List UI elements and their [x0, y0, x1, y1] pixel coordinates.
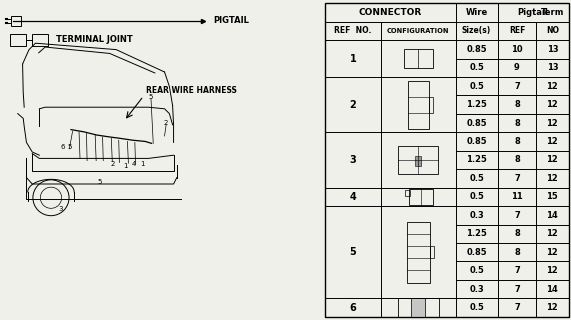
Text: 12: 12 — [546, 82, 558, 91]
Text: 0.85: 0.85 — [467, 248, 487, 257]
Bar — [10, 34, 26, 46]
Text: 7: 7 — [514, 211, 520, 220]
Text: 0.3: 0.3 — [469, 284, 484, 294]
Text: 0.85: 0.85 — [467, 45, 487, 54]
Text: 12: 12 — [546, 266, 558, 275]
Text: PIGTAIL: PIGTAIL — [213, 16, 249, 25]
Text: 6: 6 — [61, 144, 65, 150]
Text: Pigtail: Pigtail — [518, 8, 549, 17]
Text: 4: 4 — [349, 192, 356, 202]
Text: 14: 14 — [546, 284, 558, 294]
Bar — [409, 188, 433, 205]
Text: 8: 8 — [514, 100, 520, 109]
Text: TERMINAL JOINT: TERMINAL JOINT — [57, 36, 133, 44]
Text: Wire: Wire — [465, 8, 488, 17]
Text: 7: 7 — [514, 174, 520, 183]
Text: 1.25: 1.25 — [466, 100, 487, 109]
Text: 3: 3 — [349, 155, 356, 165]
Text: 0.5: 0.5 — [469, 63, 484, 72]
Text: 0.5: 0.5 — [469, 174, 484, 183]
Bar — [415, 156, 421, 166]
Text: Size(s): Size(s) — [462, 26, 491, 36]
Bar — [405, 190, 410, 196]
Bar — [408, 81, 429, 129]
Text: 12: 12 — [546, 119, 558, 128]
Bar — [412, 298, 425, 317]
Bar — [32, 34, 49, 46]
Text: 14: 14 — [546, 211, 558, 220]
Text: 7: 7 — [514, 303, 520, 312]
Text: 8: 8 — [514, 156, 520, 164]
Bar — [398, 298, 439, 317]
Text: 5: 5 — [67, 144, 71, 150]
Bar — [404, 49, 432, 68]
Text: 1: 1 — [123, 163, 127, 169]
Text: Term: Term — [541, 8, 564, 17]
Text: 1.25: 1.25 — [466, 156, 487, 164]
Text: 13: 13 — [546, 63, 558, 72]
Text: 12: 12 — [546, 100, 558, 109]
Text: 0.3: 0.3 — [469, 211, 484, 220]
Text: CONFIGURATION: CONFIGURATION — [387, 28, 449, 34]
Text: 12: 12 — [546, 303, 558, 312]
Text: 10: 10 — [511, 45, 523, 54]
Text: 8: 8 — [514, 119, 520, 128]
Text: 5: 5 — [349, 247, 356, 257]
Text: 5: 5 — [97, 180, 102, 185]
Text: 2: 2 — [110, 161, 114, 167]
Text: 12: 12 — [546, 248, 558, 257]
Text: 7: 7 — [514, 284, 520, 294]
Text: 8: 8 — [514, 137, 520, 146]
Text: REAR WIRE HARNESS: REAR WIRE HARNESS — [146, 86, 237, 95]
Text: 7: 7 — [514, 82, 520, 91]
Text: 1: 1 — [140, 161, 145, 167]
Text: 2: 2 — [349, 100, 356, 110]
Bar — [429, 246, 433, 258]
Text: 2: 2 — [164, 120, 168, 126]
Text: 1: 1 — [349, 53, 356, 64]
Text: 0.5: 0.5 — [469, 303, 484, 312]
Text: 0.85: 0.85 — [467, 137, 487, 146]
Text: REF: REF — [509, 26, 525, 36]
Text: 11: 11 — [511, 192, 523, 201]
Text: 12: 12 — [546, 137, 558, 146]
Text: 13: 13 — [546, 45, 558, 54]
Text: 12: 12 — [546, 156, 558, 164]
Text: CONNECTOR: CONNECTOR — [359, 8, 422, 17]
Text: 5: 5 — [149, 94, 153, 100]
Bar — [429, 97, 433, 113]
Text: 4: 4 — [132, 161, 136, 167]
Bar — [399, 146, 438, 174]
Text: 0.5: 0.5 — [469, 192, 484, 201]
Text: 0.5: 0.5 — [469, 266, 484, 275]
Text: 0.5: 0.5 — [469, 82, 484, 91]
Text: 1.25: 1.25 — [466, 229, 487, 238]
Text: 15: 15 — [546, 192, 558, 201]
Text: 12: 12 — [546, 229, 558, 238]
Text: 6: 6 — [349, 303, 356, 313]
Bar — [11, 16, 21, 26]
Text: REF  NO.: REF NO. — [335, 26, 372, 36]
Text: 7: 7 — [514, 266, 520, 275]
Text: 3: 3 — [58, 206, 63, 212]
Text: 0.85: 0.85 — [467, 119, 487, 128]
Text: 8: 8 — [514, 248, 520, 257]
Bar — [407, 222, 429, 283]
Text: NO: NO — [546, 26, 559, 36]
Text: 12: 12 — [546, 174, 558, 183]
Text: 9: 9 — [514, 63, 520, 72]
Text: 8: 8 — [514, 229, 520, 238]
